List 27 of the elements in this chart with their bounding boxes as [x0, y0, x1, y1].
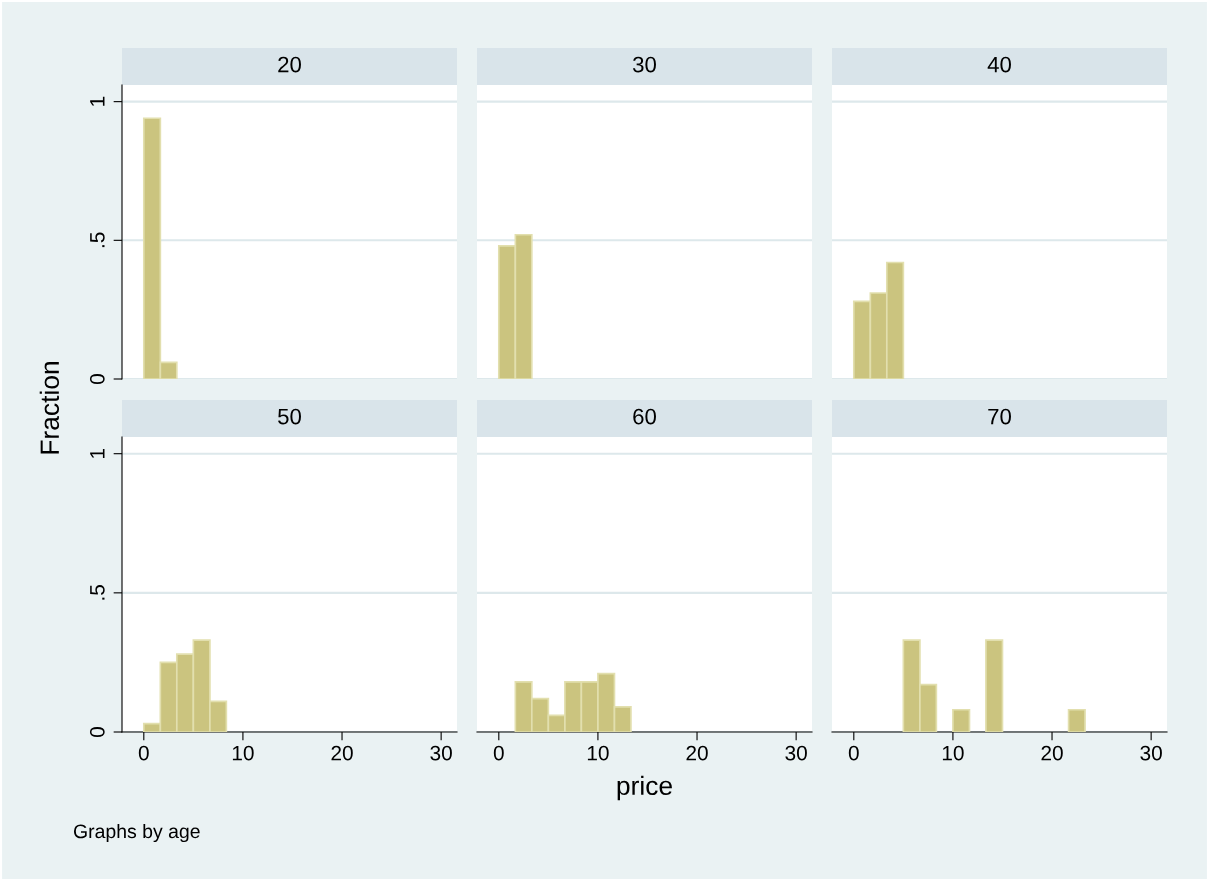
x-tick-label: 20 — [331, 745, 353, 761]
x-tick-label: 10 — [232, 745, 254, 761]
chart-title: 30 — [632, 56, 656, 73]
x-tick-label: 10 — [942, 745, 964, 761]
y-tick-label: 0 — [89, 727, 105, 737]
y-tick-label: .5 — [90, 585, 105, 600]
x-tick-label: 0 — [138, 745, 149, 761]
chart-title: 20 — [278, 56, 301, 73]
x-tick-label: 10 — [587, 745, 609, 761]
x-tick-label: 20 — [686, 745, 708, 761]
chart-title: 50 — [278, 408, 301, 425]
chart-title: 70 — [988, 408, 1011, 425]
x-tick-label: 30 — [1140, 745, 1162, 761]
y-axis-title: Fraction — [39, 362, 60, 454]
y-tick-label: .5 — [90, 232, 105, 248]
chart-title: 60 — [633, 408, 656, 425]
text: Graphs by age — [73, 823, 200, 843]
y-tick-label: 1 — [90, 448, 105, 458]
x-tick-label: 0 — [493, 745, 504, 761]
x-tick-label: 30 — [785, 745, 807, 761]
x-tick-label: 20 — [1041, 745, 1063, 761]
x-tick-label: 0 — [848, 745, 859, 761]
chart-title: 40 — [987, 56, 1011, 73]
y-tick-label: 1 — [90, 96, 105, 106]
x-axis-title: price — [617, 775, 672, 801]
x-tick-label: 30 — [430, 745, 452, 761]
y-tick-label: 0 — [89, 374, 105, 384]
